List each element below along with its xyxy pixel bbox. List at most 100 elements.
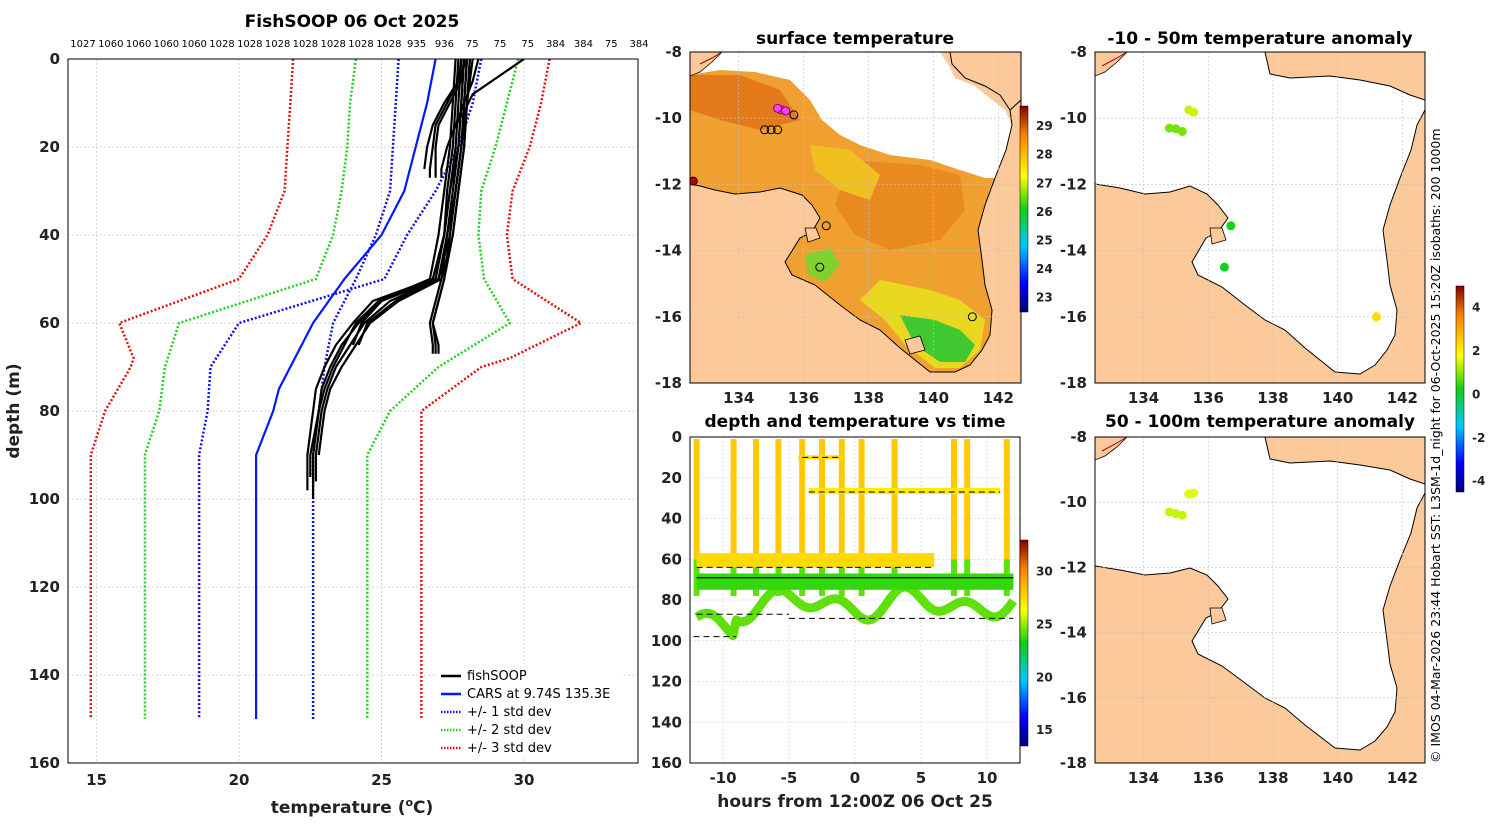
sst-dark-marker	[690, 176, 698, 186]
profile-top-label: 1027	[70, 39, 95, 50]
profile-xtick-label: 30	[514, 771, 535, 789]
anom1-points	[1164, 105, 1381, 322]
profile-legend: fishSOOP CARS at 9.74S 135.3E +/- 1 std …	[437, 664, 621, 756]
time-ytick-label: 80	[661, 591, 682, 609]
anom1-point	[1164, 123, 1174, 133]
time-xlabel: hours from 12:00Z 06 Oct 25	[717, 792, 993, 812]
time-ytick-label: 100	[651, 632, 682, 650]
map-ytick-label: -8	[665, 43, 682, 61]
sst-profile-marker	[815, 262, 825, 272]
time-cast-band	[730, 439, 737, 560]
map-ytick-label: -10	[655, 109, 682, 127]
time-xtick-label: -10	[709, 769, 736, 787]
time-panel: depth and temperature vs time -10 -5 0 5 100…	[651, 412, 1053, 812]
sst-border	[699, 52, 723, 65]
legend-std3: +/- 3 std dev	[467, 741, 552, 756]
map-xtick-label: 134	[723, 389, 754, 407]
anom1-axes-box	[1094, 51, 1426, 384]
legend-box	[437, 664, 621, 756]
map-ytick-label: -8	[1070, 43, 1087, 61]
profile-fishsoop-line	[428, 59, 469, 178]
profile-fishsoop-line	[306, 59, 463, 491]
profile-ytick-label: 20	[39, 138, 60, 156]
profile-top-label: 1028	[209, 39, 234, 50]
anomaly-colorbar-label: 2	[1472, 344, 1480, 358]
profile-top-label: 1060	[154, 39, 179, 50]
profile-ytick-label: 0	[50, 50, 60, 68]
profile-ticks: 15 20 25 30 0 20 40 60 80 100 120 140 160	[29, 50, 535, 789]
sst-colorbar-label: 27	[1036, 176, 1053, 190]
anomaly-colorbar-label: 0	[1472, 387, 1480, 401]
map-xtick-label: 138	[1257, 389, 1288, 407]
profile-fishsoop-line	[314, 59, 471, 482]
time-ytick-label: 120	[651, 673, 682, 691]
sst-colorbar-ticks: 23 24 25 26 27 28 29	[1036, 119, 1053, 305]
profile-panel: FishSOOP 06 Oct 2025 1027 1060 1060 1060 106…	[4, 12, 649, 818]
time-shallow-trace	[798, 455, 844, 460]
anom2-grid	[1095, 437, 1425, 763]
map-xtick-label: 142	[1387, 389, 1418, 407]
map-ytick-label: -12	[1060, 175, 1087, 193]
profile-std2-minus-line	[143, 59, 358, 719]
map-xtick-label: 138	[853, 389, 884, 407]
sst-green-west	[805, 248, 840, 282]
time-xtick-label: 5	[916, 769, 926, 787]
sst-yellow-patch	[810, 145, 880, 200]
map-ytick-label: -18	[1060, 374, 1087, 392]
anom1-border	[1101, 52, 1128, 67]
profile-top-label: 1060	[126, 39, 151, 50]
anomaly-colorbar-label: -4	[1472, 474, 1485, 488]
anomaly-colorbar-ticks: -4 -2 0 2 4	[1472, 301, 1485, 488]
map-ytick-label: -12	[655, 175, 682, 193]
sst-ticks: 134 136 138 140 142 -8 -10 -12 -14 -16 -18	[655, 43, 1014, 407]
map-xtick-label: 136	[1193, 389, 1224, 407]
time-colorbar	[1019, 539, 1029, 747]
anom2-title: 50 - 100m temperature anomaly	[1105, 412, 1415, 432]
profile-top-label: 1060	[181, 39, 206, 50]
time-70m-band	[696, 573, 1014, 590]
profile-fishsoop-line	[309, 59, 457, 477]
profile-top-label: 936	[435, 39, 454, 50]
profile-top-label: 935	[407, 39, 426, 50]
anomaly-colorbar-label: -2	[1472, 431, 1485, 445]
time-ytick-label: 160	[651, 754, 682, 772]
sst-colorbar	[1019, 105, 1029, 313]
anom2-point	[1189, 488, 1199, 498]
legend-std1: +/- 1 std dev	[467, 705, 552, 720]
profile-std3-minus-line	[89, 59, 295, 719]
profile-fishsoop-line	[454, 59, 525, 126]
sst-colorbar-label: 28	[1036, 148, 1053, 162]
time-cast-band	[951, 439, 957, 560]
sst-wellesley	[904, 335, 926, 355]
time-cast-band	[1003, 439, 1010, 560]
sst-colorbar-label: 29	[1036, 119, 1053, 133]
time-ytick-label: 0	[672, 428, 682, 446]
profile-top-label: 1060	[98, 39, 123, 50]
map-xtick-label: 142	[1387, 769, 1418, 787]
time-xtick-label: -5	[781, 769, 798, 787]
profile-std1-minus-line	[197, 59, 483, 719]
profile-top-label: 75	[466, 39, 479, 50]
time-colorbar-label: 25	[1036, 618, 1053, 632]
anom2-border	[1101, 437, 1128, 452]
profile-top-label: 384	[629, 39, 648, 50]
profile-top-label: 1028	[293, 39, 318, 50]
profile-top-label: 75	[494, 39, 507, 50]
sst-colorbar-label: 26	[1036, 205, 1053, 219]
sst-profile-marker	[766, 125, 776, 135]
anom1-point	[1226, 221, 1236, 231]
anom2-points	[1164, 488, 1199, 520]
sst-colorbar-label: 25	[1036, 233, 1053, 247]
map-xtick-label: 136	[1193, 769, 1224, 787]
profile-ytick-label: 120	[29, 578, 60, 596]
anom1-land-mainland	[1095, 109, 1425, 383]
profile-cars-line	[255, 59, 437, 719]
profile-fishsoop-line	[317, 59, 474, 456]
sst-profile-marker	[789, 110, 799, 120]
time-cast-band	[693, 439, 700, 560]
time-ytick-label: 20	[661, 469, 682, 487]
profile-top-label: 75	[605, 39, 618, 50]
anom1-map-content	[1095, 52, 1425, 383]
